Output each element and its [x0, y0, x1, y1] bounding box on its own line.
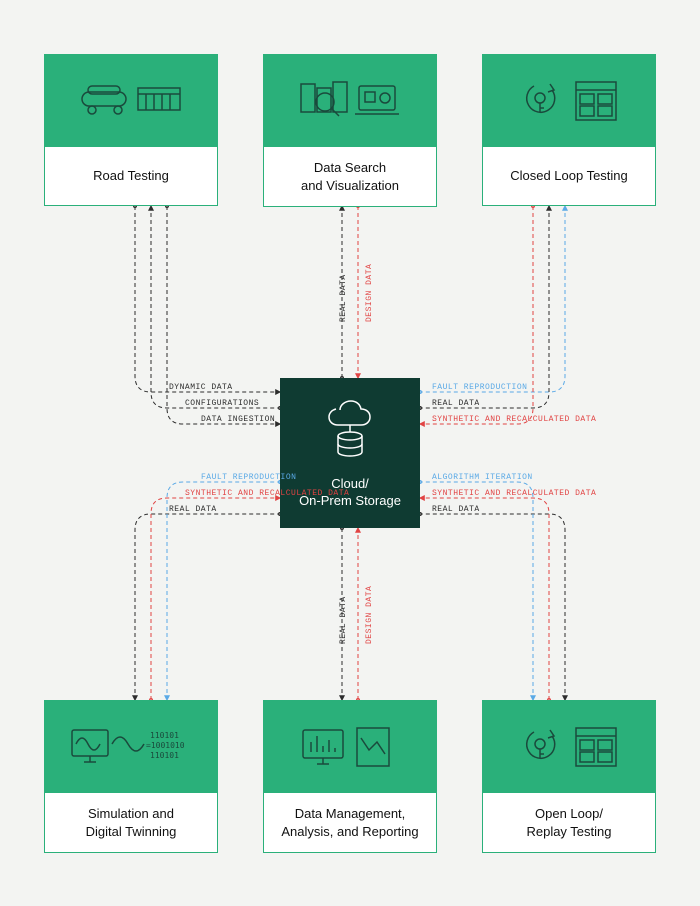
- node-data-search: Data Searchand Visualization: [263, 54, 437, 207]
- node-label: Data Searchand Visualization: [264, 147, 436, 206]
- edge-label: REAL DATA: [339, 596, 348, 644]
- node-simulation: 110101 =1001010 110101 Simulation andDig…: [44, 700, 218, 853]
- edge-label: DATA INGESTION: [201, 415, 275, 424]
- node-label: Open Loop/Replay Testing: [483, 793, 655, 852]
- edge-label: SYNTHETIC AND RECALCULATED DATA: [432, 489, 596, 498]
- edge-label: REAL DATA: [432, 399, 480, 408]
- node-closed-loop: Closed Loop Testing: [482, 54, 656, 206]
- node-data-mgmt: Data Management,Analysis, and Reporting: [263, 700, 437, 853]
- edge-label: DESIGN DATA: [365, 586, 374, 644]
- edge-label: SYNTHETIC AND RECALCULATED DATA: [185, 489, 349, 498]
- edge-label: REAL DATA: [339, 274, 348, 322]
- key-rack-icon: [483, 701, 655, 793]
- node-road-testing: Road Testing: [44, 54, 218, 206]
- edge-label: FAULT REPRODUCTION: [201, 473, 296, 482]
- edge-label: ALGORITHM ITERATION: [432, 473, 533, 482]
- svg-text:110101: 110101: [150, 731, 179, 740]
- node-open-loop: Open Loop/Replay Testing: [482, 700, 656, 853]
- node-label: Simulation andDigital Twinning: [45, 793, 217, 852]
- node-label: Road Testing: [45, 147, 217, 205]
- edge-label: DESIGN DATA: [365, 264, 374, 322]
- edge-label: SYNTHETIC AND RECALCULATED DATA: [432, 415, 596, 424]
- edge-label: DYNAMIC DATA: [169, 383, 233, 392]
- cloud-db-icon: [322, 396, 378, 465]
- edge-label: FAULT REPRODUCTION: [432, 383, 527, 392]
- svg-text:=1001010: =1001010: [146, 741, 185, 750]
- edge-label: CONFIGURATIONS: [185, 399, 259, 408]
- edge-label: REAL DATA: [169, 505, 217, 514]
- car-rack-icon: [45, 55, 217, 147]
- center-node: Cloud/On-Prem Storage: [280, 378, 420, 528]
- search-laptop-icon: [264, 55, 436, 147]
- key-rack-icon: [483, 55, 655, 147]
- svg-text:110101: 110101: [150, 751, 179, 760]
- node-label: Closed Loop Testing: [483, 147, 655, 205]
- sim-binary-icon: 110101 =1001010 110101: [45, 701, 217, 793]
- edge-label: REAL DATA: [432, 505, 480, 514]
- node-label: Data Management,Analysis, and Reporting: [264, 793, 436, 852]
- chart-doc-icon: [264, 701, 436, 793]
